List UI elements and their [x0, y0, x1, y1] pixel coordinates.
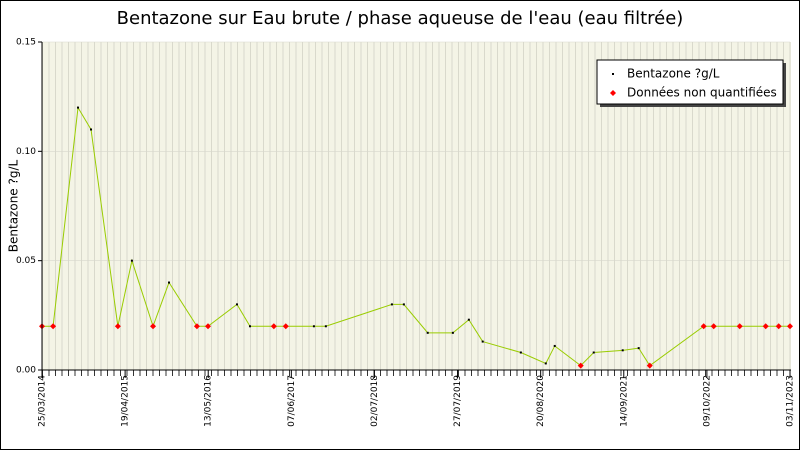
y-tick-label: 0.15: [16, 38, 36, 48]
x-tick-label: 20/08/2020: [536, 375, 546, 427]
marker: [775, 323, 782, 330]
marker: [426, 331, 429, 334]
x-tick-label: 27/07/2019: [453, 375, 463, 427]
legend-box: [596, 59, 784, 105]
legend-label: Bentazone ?g/L: [627, 67, 720, 81]
marker: [402, 303, 405, 306]
marker: [270, 323, 277, 330]
y-tick-label: 0.10: [16, 147, 36, 157]
marker: [324, 325, 327, 328]
marker: [762, 323, 769, 330]
plot: 0.00 0.05 0.10 0.15 25/03/2014 19/04/2015 13/0…: [16, 38, 796, 427]
marker: [168, 281, 171, 284]
marker: [592, 351, 595, 354]
marker: [312, 325, 315, 328]
marker: [544, 362, 547, 365]
legend-marker: [610, 90, 616, 96]
marker: [282, 323, 289, 330]
marker: [700, 323, 707, 330]
marker: [519, 351, 522, 354]
legend-label: Données non quantifiées: [627, 86, 777, 100]
marker: [481, 340, 484, 343]
marker: [451, 331, 454, 334]
minor-ticks: [42, 370, 791, 376]
x-tick-label: 02/07/2018: [370, 375, 380, 427]
marker: [736, 323, 743, 330]
legend: Bentazone ?g/L Données non quantifiées: [596, 59, 786, 107]
marker: [248, 325, 251, 328]
marker: [637, 347, 640, 350]
marker: [467, 318, 470, 321]
marker: [710, 323, 717, 330]
x-tick-label: 07/06/2017: [287, 375, 297, 427]
marker: [50, 323, 57, 330]
marker: [621, 349, 624, 352]
x-tick-label: 03/11/2023: [786, 375, 796, 427]
marker: [205, 323, 212, 330]
legend-marker: [612, 73, 614, 75]
marker: [77, 106, 80, 109]
marker: [577, 362, 584, 369]
marker: [646, 362, 653, 369]
x-tick-label: 14/09/2021: [619, 375, 629, 427]
y-tick-label: 0.05: [16, 256, 36, 266]
marker: [150, 323, 157, 330]
marker: [90, 128, 93, 131]
marker: [787, 323, 793, 330]
marker: [130, 259, 133, 262]
x-tick-label: 19/04/2015: [121, 375, 131, 427]
marker: [114, 323, 121, 330]
x-tick-label: 09/10/2022: [702, 375, 712, 427]
x-tick-label: 13/05/2016: [204, 375, 214, 427]
marker: [235, 303, 238, 306]
series-line: [42, 106, 790, 367]
y-tick-label: 0.00: [16, 366, 36, 376]
marker: [193, 323, 200, 330]
marker: [553, 344, 556, 347]
marker: [390, 303, 393, 306]
chart-title: Bentazone sur Eau brute / phase aqueuse …: [117, 8, 684, 29]
x-tick-label: 25/03/2014: [38, 375, 48, 427]
y-axis-label: Bentazone ?g/L: [7, 159, 21, 252]
